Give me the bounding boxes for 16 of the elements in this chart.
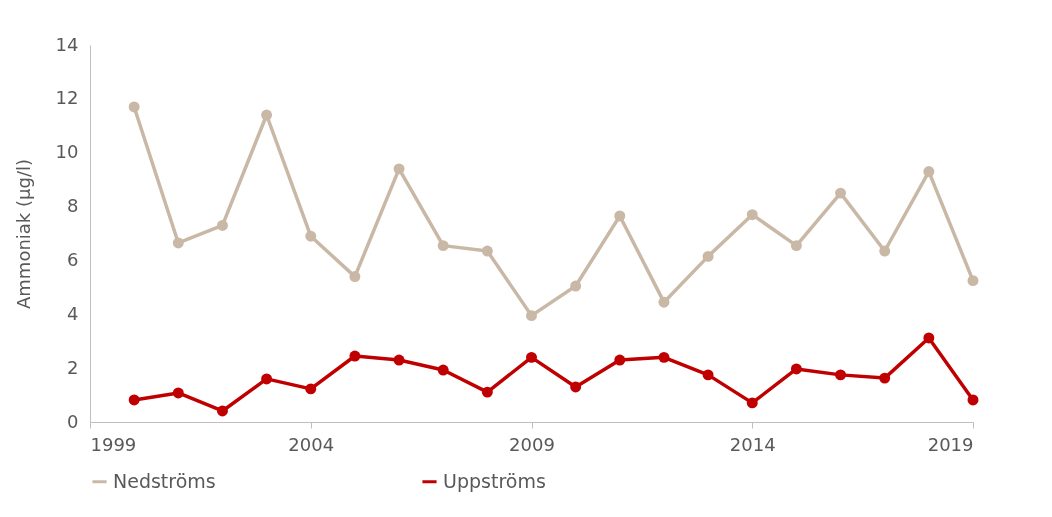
x-tick-label: 2004: [288, 433, 335, 455]
x-tick-label: 2019: [927, 433, 974, 455]
y-tick-label: 6: [67, 248, 79, 270]
y-axis-title: Ammoniak (µg/l): [12, 159, 34, 309]
legend-label: Uppströms: [443, 469, 546, 492]
y-tick-label: 10: [55, 141, 79, 163]
y-tick-label: 0: [67, 410, 79, 432]
x-tick-label: 1999: [90, 433, 137, 455]
legend-label: Nedströms: [113, 469, 216, 492]
y-tick-label: 4: [67, 302, 79, 324]
y-tick-label: 14: [55, 33, 79, 55]
y-tick-label: 2: [67, 356, 79, 378]
y-tick-label: 12: [55, 87, 79, 109]
x-tick-label: 2009: [509, 433, 555, 455]
y-tick-label: 8: [67, 195, 79, 217]
x-tick-label: 2014: [729, 433, 776, 455]
